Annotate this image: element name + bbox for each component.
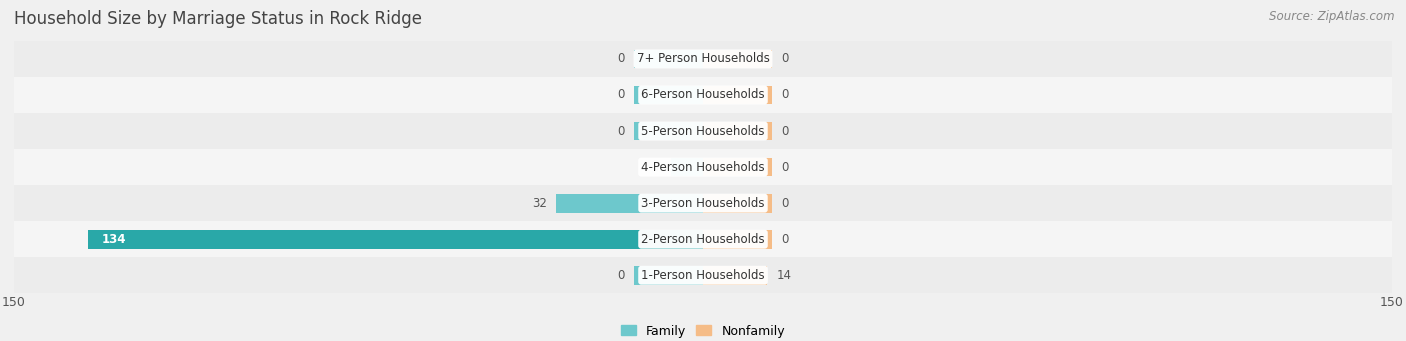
Text: 0: 0 (617, 89, 624, 102)
Bar (14, 77, 1392, 113)
Text: 0: 0 (782, 53, 789, 65)
Text: 0: 0 (782, 124, 789, 137)
Bar (634, 122, 703, 140)
Legend: Family, Nonfamily: Family, Nonfamily (616, 320, 790, 341)
Text: 0: 0 (617, 269, 624, 282)
Bar (14, 113, 1392, 149)
Bar (703, 194, 772, 212)
Bar (14, 149, 1392, 185)
Text: 32: 32 (531, 197, 547, 210)
Text: 5-Person Households: 5-Person Households (641, 124, 765, 137)
Bar (634, 266, 703, 285)
Text: 14: 14 (776, 269, 792, 282)
Text: 0: 0 (617, 124, 624, 137)
Bar (555, 194, 703, 212)
Bar (14, 185, 1392, 221)
Bar (703, 158, 772, 176)
Text: 7+ Person Households: 7+ Person Households (637, 53, 769, 65)
Text: Source: ZipAtlas.com: Source: ZipAtlas.com (1270, 10, 1395, 23)
Bar (634, 49, 703, 68)
Text: 0: 0 (782, 197, 789, 210)
Bar (671, 158, 703, 176)
Bar (703, 230, 772, 249)
Text: 134: 134 (101, 233, 125, 246)
Bar (87, 230, 703, 249)
Bar (14, 221, 1392, 257)
Text: 0: 0 (617, 53, 624, 65)
Bar (14, 257, 1392, 293)
Bar (703, 86, 772, 104)
Text: Household Size by Marriage Status in Rock Ridge: Household Size by Marriage Status in Roc… (14, 10, 422, 28)
Text: 0: 0 (782, 89, 789, 102)
Bar (703, 49, 772, 68)
Text: 2-Person Households: 2-Person Households (641, 233, 765, 246)
Bar (703, 266, 768, 285)
Text: 0: 0 (782, 233, 789, 246)
Text: 7: 7 (654, 161, 662, 174)
Text: 1-Person Households: 1-Person Households (641, 269, 765, 282)
Text: 6-Person Households: 6-Person Households (641, 89, 765, 102)
Bar (14, 41, 1392, 77)
Text: 3-Person Households: 3-Person Households (641, 197, 765, 210)
Text: 4-Person Households: 4-Person Households (641, 161, 765, 174)
Text: 0: 0 (782, 161, 789, 174)
Bar (634, 86, 703, 104)
Bar (703, 122, 772, 140)
